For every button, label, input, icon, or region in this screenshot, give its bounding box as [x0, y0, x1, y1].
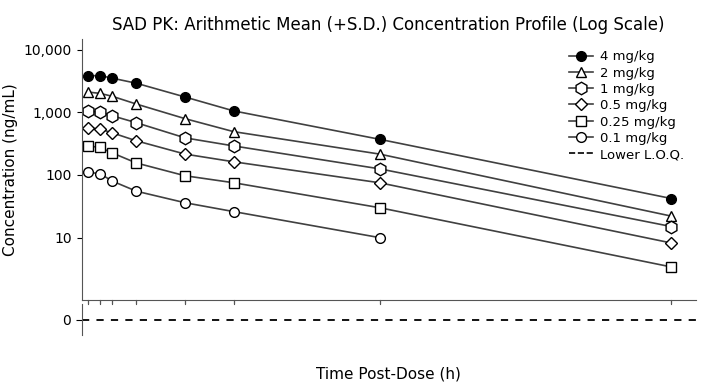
0.25 mg/kg: [132, 161, 141, 165]
4 mg/kg: [96, 73, 104, 78]
4 mg/kg: [132, 81, 141, 85]
Title: SAD PK: Arithmetic Mean (+S.D.) Concentration Profile (Log Scale): SAD PK: Arithmetic Mean (+S.D.) Concentr…: [112, 16, 665, 34]
4 mg/kg: [181, 95, 190, 99]
4 mg/kg: [229, 109, 238, 113]
1 mg/kg: [84, 109, 92, 113]
0.25 mg/kg: [181, 173, 190, 178]
0.25 mg/kg: [108, 151, 116, 155]
2 mg/kg: [96, 91, 104, 95]
2 mg/kg: [229, 129, 238, 134]
0.5 mg/kg: [667, 241, 676, 245]
1 mg/kg: [181, 136, 190, 140]
2 mg/kg: [376, 152, 384, 156]
Line: 0.1 mg/kg: 0.1 mg/kg: [83, 167, 385, 243]
1 mg/kg: [96, 110, 104, 115]
0.5 mg/kg: [84, 126, 92, 131]
0.1 mg/kg: [181, 201, 190, 205]
1 mg/kg: [108, 114, 116, 118]
2 mg/kg: [108, 94, 116, 99]
4 mg/kg: [667, 196, 676, 201]
Line: 2 mg/kg: 2 mg/kg: [83, 87, 677, 221]
2 mg/kg: [84, 90, 92, 94]
1 mg/kg: [376, 167, 384, 171]
1 mg/kg: [667, 224, 676, 229]
Line: 0.25 mg/kg: 0.25 mg/kg: [83, 141, 677, 272]
0.1 mg/kg: [229, 209, 238, 214]
0.5 mg/kg: [108, 131, 116, 135]
2 mg/kg: [667, 214, 676, 218]
Legend: 4 mg/kg, 2 mg/kg, 1 mg/kg, 0.5 mg/kg, 0.25 mg/kg, 0.1 mg/kg, Lower L.O.Q.: 4 mg/kg, 2 mg/kg, 1 mg/kg, 0.5 mg/kg, 0.…: [564, 45, 689, 166]
2 mg/kg: [181, 116, 190, 121]
0.5 mg/kg: [96, 127, 104, 131]
0.1 mg/kg: [96, 171, 104, 176]
0.1 mg/kg: [108, 179, 116, 183]
1 mg/kg: [132, 121, 141, 125]
4 mg/kg: [84, 74, 92, 78]
0.5 mg/kg: [229, 159, 238, 164]
0.1 mg/kg: [84, 170, 92, 175]
0.1 mg/kg: [132, 189, 141, 194]
0.25 mg/kg: [667, 264, 676, 269]
2 mg/kg: [132, 102, 141, 106]
0.5 mg/kg: [132, 139, 141, 143]
Y-axis label: Concentration (ng/mL): Concentration (ng/mL): [3, 83, 18, 256]
1 mg/kg: [229, 144, 238, 148]
Line: 4 mg/kg: 4 mg/kg: [83, 71, 677, 203]
4 mg/kg: [108, 76, 116, 80]
0.25 mg/kg: [84, 144, 92, 148]
0.25 mg/kg: [376, 205, 384, 210]
Line: 0.5 mg/kg: 0.5 mg/kg: [84, 124, 676, 247]
0.1 mg/kg: [376, 235, 384, 240]
4 mg/kg: [376, 137, 384, 142]
0.25 mg/kg: [229, 181, 238, 185]
0.5 mg/kg: [181, 152, 190, 156]
0.25 mg/kg: [96, 145, 104, 150]
Text: Time Post-Dose (h): Time Post-Dose (h): [316, 366, 462, 381]
Line: 1 mg/kg: 1 mg/kg: [82, 105, 678, 233]
0.5 mg/kg: [376, 181, 384, 185]
